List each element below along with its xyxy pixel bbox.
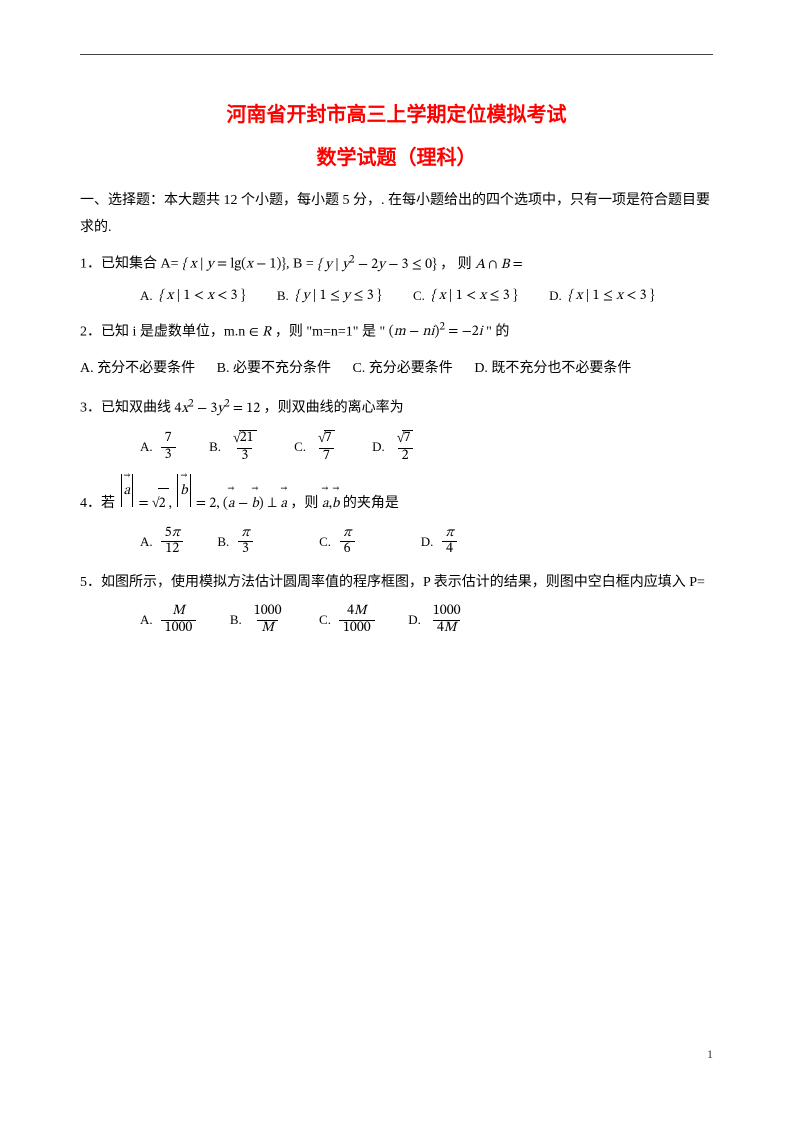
title-line-2: 数学试题（理科） xyxy=(80,141,713,170)
q4-tail-prefix: ，则 xyxy=(290,496,318,511)
q3-option-b: B. √213 xyxy=(209,430,262,464)
q2-inR: ∈ R xyxy=(249,325,272,339)
q3-option-d: D. √72 xyxy=(372,430,419,464)
top-rule xyxy=(80,54,713,55)
q2-option-b: B. 必要不充分条件 xyxy=(217,361,331,376)
q1-options: A.{ x | 1 < x < 3 } B.{ y | 1 ≤ y ≤ 3 } … xyxy=(80,287,713,305)
question-5: 5．如图所示，使用模拟方法估计圆周率值的程序框图，P 表示估计的结果，则图中空白… xyxy=(80,568,713,599)
q1-option-b: B.{ y | 1 ≤ y ≤ 3 } xyxy=(277,287,382,305)
q1-between: , B = xyxy=(286,257,314,272)
q1-prefix: 1．已知集合 A= xyxy=(80,257,179,272)
q1-option-c: C.{ x | 1 < x ≤ 3 } xyxy=(413,287,518,305)
q1-option-d: D.{ x | 1 ≤ x < 3 } xyxy=(549,287,654,305)
q3-options: A. 73 B. √213 C. √77 D. √72 xyxy=(80,430,713,464)
q5-option-c: C. 4M1000 xyxy=(319,604,377,636)
q5-option-b: B. 1000M xyxy=(230,604,288,636)
question-1: 1．已知集合 A= { x | y = lg(x − 1)}, B = { y … xyxy=(80,247,713,280)
q4-option-a: A. 5π12 xyxy=(140,526,186,558)
question-3: 3．已知双曲线 4x2 − 3y2 = 12 ，则双曲线的离心率为 xyxy=(80,391,713,424)
q4-option-b: B. π3 xyxy=(217,526,255,558)
q2-tail: " 的 xyxy=(486,324,509,339)
q1-set-b: { y | y2 − 2y − 3 ≤ 0} xyxy=(317,258,436,272)
exam-page: 河南省开封市高三上学期定位模拟考试 数学试题（理科） 一、选择题：本大题共 12… xyxy=(0,0,793,1122)
q2-mid: ，则 "m=n=1" 是 " xyxy=(275,324,385,339)
q1-option-a: A.{ x | 1 < x < 3 } xyxy=(140,287,245,305)
question-2: 2．已知 i 是虚数单位，m.n ∈ R ，则 "m=n=1" 是 " (m −… xyxy=(80,315,713,348)
q3-option-a: A. 73 xyxy=(140,431,178,463)
q4-tail-vectors: a,b xyxy=(322,497,339,511)
q2-option-d: D. 既不充分也不必要条件 xyxy=(474,361,631,376)
q4-options: A. 5π12 B. π3 C. π6 D. π4 xyxy=(80,526,713,558)
q4-tail-suffix: 的夹角是 xyxy=(343,496,399,511)
q2-prefix: 2．已知 i 是虚数单位，m.n xyxy=(80,324,245,339)
page-number: 1 xyxy=(707,1047,713,1062)
q4-option-c: C. π6 xyxy=(319,526,357,558)
q3-option-c: C. √77 xyxy=(294,430,341,464)
q1-tail: ， 则 A ∩ B = xyxy=(440,257,523,272)
q2-option-c: C. 充分必要条件 xyxy=(352,361,452,376)
q2-options: A. 充分不必要条件 B. 必要不充分条件 C. 充分必要条件 D. 既不充分也… xyxy=(80,354,713,385)
section-heading: 一、选择题：本大题共 12 个小题，每小题 5 分，. 在每小题给出的四个选项中… xyxy=(80,188,713,241)
q3-prefix: 3．已知双曲线 xyxy=(80,401,171,416)
q3-eq: 4x2 − 3y2 = 12 xyxy=(175,402,261,416)
q4-expr: a = √2, b = 2, (a − b) ⊥ a xyxy=(119,497,291,511)
q5-option-a: A. M1000 xyxy=(140,604,198,636)
q5-options: A. M1000 B. 1000M C. 4M1000 D. 10004M xyxy=(80,604,713,636)
q5-option-d: D. 10004M xyxy=(408,604,466,636)
question-4: 4．若 a = √2, b = 2, (a − b) ⊥ a ，则 a,b 的夹… xyxy=(80,474,713,520)
q4-prefix: 4．若 xyxy=(80,496,115,511)
q2-option-a: A. 充分不必要条件 xyxy=(80,361,195,376)
title-line-1: 河南省开封市高三上学期定位模拟考试 xyxy=(80,98,713,127)
q1-set-a: { x | y = lg(x − 1)} xyxy=(182,258,286,272)
q3-tail: ，则双曲线的离心率为 xyxy=(264,401,404,416)
q4-option-d: D. π4 xyxy=(421,526,460,558)
q2-expr: (m − ni)2 = −2i xyxy=(389,325,483,339)
